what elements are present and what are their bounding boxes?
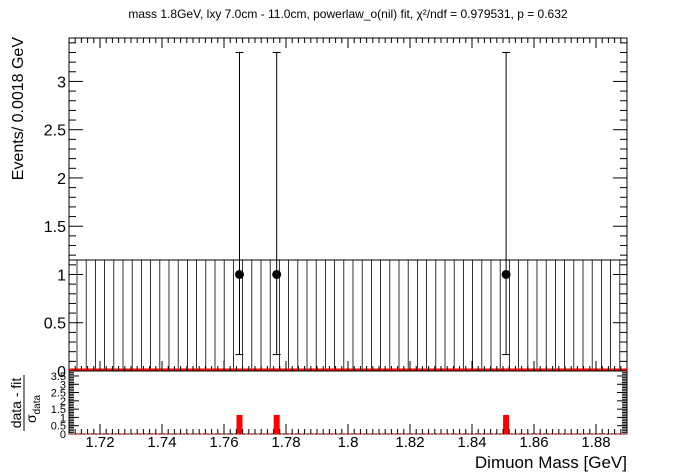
- y-tick-label: 0.5: [44, 316, 66, 333]
- pull-y-tick-label: 0.5: [51, 421, 66, 433]
- x-axis-label: Dimuon Mass [GeV]: [475, 453, 627, 472]
- pull-ylabel-denominator: σdata: [23, 395, 43, 424]
- x-tick-label: 1.74: [147, 434, 176, 451]
- data-point: [272, 269, 282, 279]
- x-axis: 1.72 1.74 1.76 1.78 1.8 1.82 1.84 1.86 1.88: [74, 38, 622, 451]
- y-tick-label: 2: [57, 171, 66, 188]
- y-tick-label: 3: [57, 74, 66, 91]
- y-tick-label: 2.5: [44, 123, 66, 140]
- x-tick-label: 1.78: [271, 434, 300, 451]
- pull-y-tick-label: 0: [60, 429, 66, 441]
- pull-y-tick-label: 2.5: [51, 388, 66, 400]
- pull-ylabel-numerator: data - fit: [8, 378, 24, 429]
- pull-bars: [236, 414, 510, 434]
- pull-bar: [273, 414, 280, 434]
- data-points: [235, 51, 511, 356]
- pull-y-tick-label: 1.5: [51, 404, 66, 416]
- x-tick-label: 1.8: [338, 434, 359, 451]
- x-tick-label: 1.82: [395, 434, 424, 451]
- x-tick-label: 1.86: [519, 434, 548, 451]
- y-tick-label: 1.5: [44, 219, 66, 236]
- x-tick-label: 1.88: [581, 434, 610, 451]
- pull-y-tick-label: 3: [60, 379, 66, 391]
- main-axes: 0 0.5 1 1.5 2 2.5 3: [44, 42, 627, 381]
- data-point: [501, 269, 511, 279]
- x-tick-label: 1.72: [85, 434, 114, 451]
- pull-bar: [503, 414, 510, 434]
- pull-y-axis-label: data - fit σdata: [8, 375, 43, 431]
- data-point: [235, 269, 244, 279]
- main-frame: [68, 37, 628, 372]
- pull-bar: [236, 414, 243, 434]
- pull-y-tick-label: 3.5: [51, 371, 66, 383]
- pull-y-tick-label: 1: [60, 412, 66, 424]
- y-tick-label: 0: [57, 364, 66, 381]
- x-tick-label: 1.84: [457, 434, 486, 451]
- chart-title: mass 1.8GeV, lxy 7.0cm - 11.0cm, powerla…: [128, 7, 568, 21]
- y-tick-label: 1: [57, 267, 66, 284]
- x-tick-label: 1.76: [209, 434, 238, 451]
- y-axis-label: Events/ 0.0018 GeV: [10, 37, 27, 181]
- fit-band: [69, 259, 627, 371]
- pull-y-tick-label: 2: [60, 396, 66, 408]
